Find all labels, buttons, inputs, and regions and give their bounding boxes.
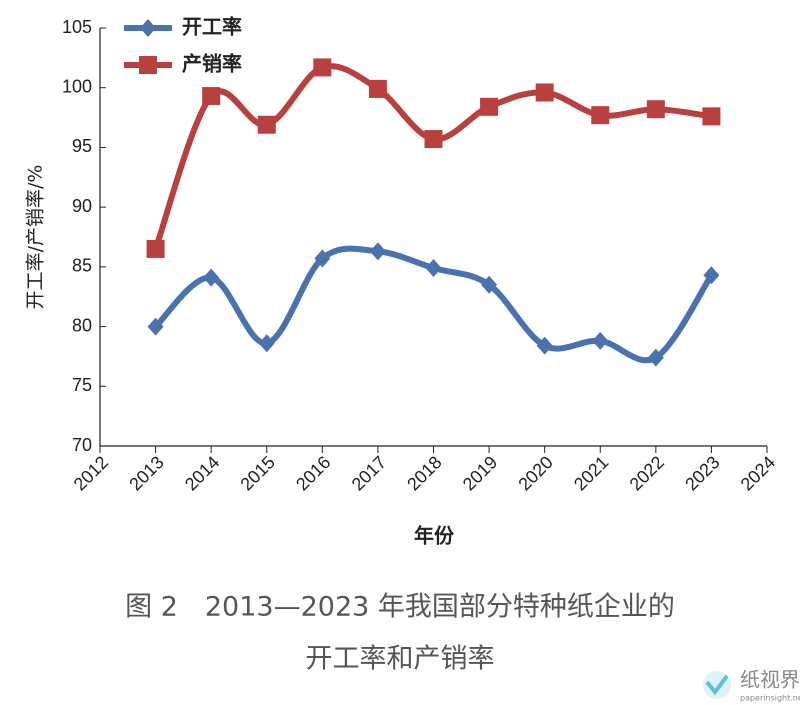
marker: [702, 107, 721, 126]
marker: [369, 242, 386, 261]
x-tick-label: 2018: [403, 452, 445, 494]
x-tick-label: 2022: [626, 452, 668, 494]
x-tick-label: 2021: [570, 452, 612, 494]
y-tick-label: 100: [62, 76, 92, 96]
marker: [703, 266, 720, 285]
marker: [591, 106, 610, 125]
y-tick-label: 105: [62, 17, 92, 37]
caption: 开工率和产销率: [306, 644, 495, 675]
x-tick-label: 2013: [125, 452, 167, 494]
marker: [368, 79, 387, 98]
marker: [481, 275, 498, 294]
x-tick-label: 2015: [236, 452, 278, 494]
y-tick-label: 95: [72, 136, 92, 156]
marker: [535, 83, 554, 102]
legend-marker: [140, 19, 156, 37]
x-tick-label: 2020: [514, 452, 556, 494]
logo-check: [705, 674, 729, 696]
marker: [647, 348, 664, 367]
y-tick-label: 80: [72, 315, 92, 335]
marker: [313, 58, 332, 77]
y-axis-label: 开工率/产销率/%: [25, 165, 47, 310]
x-tick-label: 2014: [181, 452, 223, 494]
marker: [480, 97, 499, 116]
x-axis-label: 年份: [414, 524, 455, 548]
watermark-url: paperinsight.net: [740, 694, 800, 703]
marker: [146, 239, 165, 258]
x-tick-label: 2016: [292, 452, 334, 494]
y-tick-label: 75: [72, 375, 92, 395]
marker: [258, 334, 275, 353]
marker: [424, 130, 443, 149]
marker: [425, 259, 442, 278]
marker: [592, 331, 609, 350]
x-tick-label: 2017: [348, 452, 390, 494]
watermark-logo: [703, 671, 731, 699]
marker: [147, 317, 164, 336]
caption: 图 2 2013—2023 年我国部分特种纸企业的: [125, 592, 675, 623]
marker: [202, 87, 221, 106]
legend-label: 开工率: [182, 15, 242, 39]
marker: [203, 268, 220, 287]
x-tick-label: 2012: [70, 452, 112, 494]
watermark-name: 纸视界: [740, 668, 800, 692]
legend-label: 产销率: [182, 52, 242, 76]
series-line: [152, 63, 712, 250]
x-tick-label: 2023: [681, 452, 723, 494]
y-tick-label: 90: [72, 196, 92, 216]
marker: [536, 336, 553, 355]
x-tick-label: 2019: [459, 452, 501, 494]
x-tick-label: 2024: [737, 452, 779, 494]
marker: [257, 115, 276, 134]
y-tick-label: 70: [72, 435, 92, 455]
marker: [314, 249, 331, 268]
y-tick-label: 85: [72, 256, 92, 276]
legend-marker: [139, 56, 157, 74]
marker: [646, 100, 665, 119]
